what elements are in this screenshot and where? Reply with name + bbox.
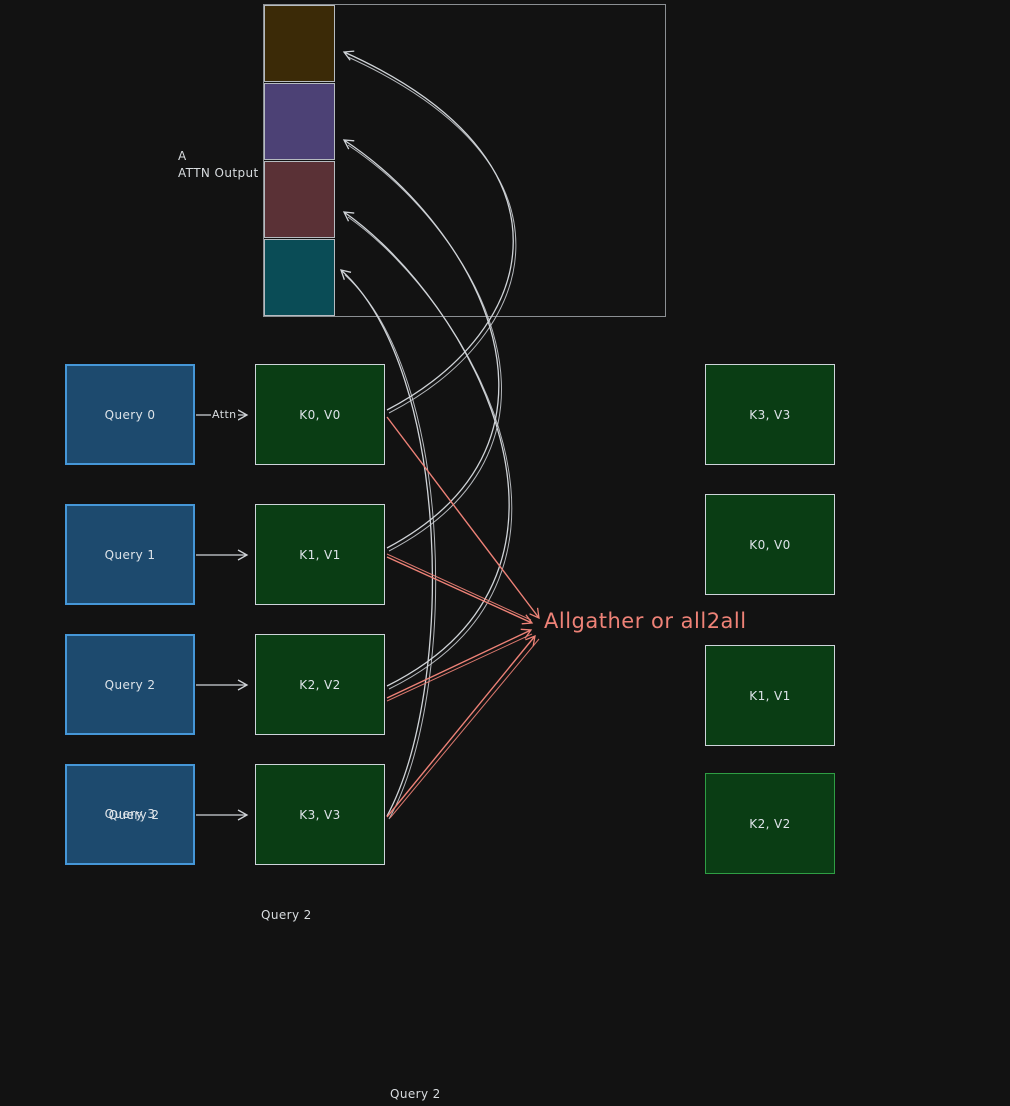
arrow-kv0-allgather <box>386 416 540 620</box>
query-0-box: Query 0 <box>65 364 195 465</box>
query-3-box: Query 3 Query 2 <box>65 764 195 865</box>
attn-output-chunk-3 <box>264 239 335 316</box>
bottom-label-center: Query 2 <box>390 1087 441 1101</box>
kv-gathered-1-label: K0, V0 <box>749 537 791 552</box>
attn-output-chunk-0 <box>264 5 335 82</box>
attn-arrow-label: Attn <box>211 408 238 421</box>
kv-gathered-0-box: K3, V3 <box>705 364 835 465</box>
query-1-label: Query 1 <box>104 547 156 562</box>
kv-gathered-1-box: K0, V0 <box>705 494 835 595</box>
kv-local-1-label: K1, V1 <box>299 547 341 562</box>
attn-output-chunk-2 <box>264 161 335 238</box>
query-2-label: Query 2 <box>104 677 156 692</box>
attn-output-label: A ATTN Output <box>178 148 259 182</box>
query-0-label: Query 0 <box>104 407 156 422</box>
kv-local-3-label: K3, V3 <box>299 807 341 822</box>
query-1-box: Query 1 <box>65 504 195 605</box>
arrow-kv3-allgather-sketch <box>389 638 540 819</box>
kv-local-0-label: K0, V0 <box>299 407 341 422</box>
kv-local-0-box: K0, V0 <box>255 364 385 465</box>
kv-gathered-3-box: K2, V2 <box>705 773 835 874</box>
kv-local-2-box: K2, V2 <box>255 634 385 735</box>
kv-local-1-box: K1, V1 <box>255 504 385 605</box>
bottom-label-left: Query 2 <box>261 908 312 922</box>
kv-to-allgather-arrows <box>386 416 540 819</box>
allgather-annotation: Allgather or all2all <box>544 609 747 633</box>
kv-local-3-box: K3, V3 <box>255 764 385 865</box>
kv-local-2-label: K2, V2 <box>299 677 341 692</box>
kv-gathered-3-label: K2, V2 <box>749 816 791 831</box>
query-3-overlap-label: Query 2 <box>108 807 160 822</box>
kv-gathered-2-box: K1, V1 <box>705 645 835 746</box>
attn-output-label-line1: A <box>178 149 187 163</box>
query-to-kv-arrows <box>196 409 249 821</box>
kv-gathered-2-label: K1, V1 <box>749 688 791 703</box>
arrow-kv2-allgather-sketch <box>386 633 533 702</box>
arrow-kv1-allgather-sketch <box>386 553 532 621</box>
arrow-kv3-allgather <box>386 634 536 818</box>
query-2-box: Query 2 <box>65 634 195 735</box>
query-3-label: Query 3 <box>104 806 156 821</box>
arrow-kv1-allgather <box>386 556 534 625</box>
query-3-overlapping-labels: Query 3 Query 2 <box>67 807 193 823</box>
attn-output-label-line2: ATTN Output <box>178 166 259 180</box>
arrow-kv2-allgather <box>386 628 533 699</box>
attn-output-chunk-1 <box>264 83 335 160</box>
kv-gathered-0-label: K3, V3 <box>749 407 791 422</box>
